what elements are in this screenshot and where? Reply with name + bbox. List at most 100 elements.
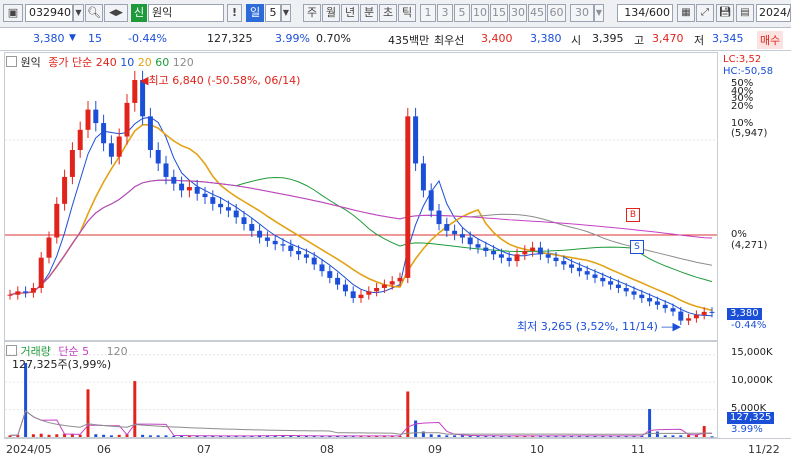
legend-ma-60: 60 (155, 56, 170, 69)
x-label-jun: 06 (97, 443, 111, 456)
candle (210, 190, 216, 211)
period-month-button[interactable]: 월 (322, 4, 340, 22)
display-count-field[interactable]: 134/600 (617, 4, 673, 22)
period-second-button[interactable]: 초 (379, 4, 397, 22)
x-label-oct: 10 (530, 443, 544, 456)
volume-bar (453, 435, 457, 437)
candle (171, 169, 177, 191)
fit-chart-icon[interactable]: ⤢ (696, 4, 714, 22)
candle (576, 262, 582, 277)
hc-label: HC:-50,58 (723, 66, 774, 77)
volume-bar (632, 435, 636, 437)
volume-bar (8, 435, 12, 437)
minute-preset-10[interactable]: 10 (471, 4, 489, 22)
candle-body (693, 314, 699, 319)
candle (569, 258, 575, 274)
candle (233, 203, 239, 224)
volume-bar (172, 435, 176, 437)
candle (662, 300, 668, 313)
minute-preset-1[interactable]: 1 (420, 4, 436, 22)
candle (436, 203, 442, 231)
buy-signal-marker[interactable]: B (626, 208, 640, 222)
calendar-icon[interactable]: ▤ (736, 4, 754, 22)
search-icon[interactable]: 🔍︎ (85, 4, 103, 22)
period-count-input[interactable]: 5 (265, 4, 281, 22)
candle (194, 179, 200, 201)
candle (132, 70, 138, 112)
volume-bar (460, 435, 464, 437)
candle (218, 197, 224, 214)
volume-ma120-line (9, 410, 712, 436)
volume-bar (24, 362, 28, 437)
minute-preset-3[interactable]: 3 (437, 4, 453, 22)
candle-body (249, 224, 255, 231)
display-count[interactable]: 134 (624, 6, 646, 19)
candle (467, 231, 473, 251)
candle (693, 310, 699, 323)
period-day-button[interactable]: 일 (246, 4, 264, 22)
minute-preset-45[interactable]: 45 (528, 4, 546, 22)
candle (288, 239, 294, 257)
axis-10pct: 10% (731, 118, 754, 129)
save-icon[interactable]: 💾︎ (716, 4, 734, 22)
candle (389, 276, 395, 290)
volume-bar (507, 435, 511, 437)
volume-bar (655, 431, 659, 437)
stock-name-field[interactable]: 원익 (148, 4, 224, 22)
price-panel[interactable] (4, 52, 718, 341)
minute-preset-30[interactable]: 30 (509, 4, 527, 22)
sell-signal-marker[interactable]: S (630, 240, 644, 254)
candle (46, 231, 52, 264)
volume-bar (414, 420, 418, 437)
period-tick-button[interactable]: 틱 (398, 4, 416, 22)
candle (62, 169, 68, 211)
candle (608, 276, 614, 290)
tick-value-input[interactable]: 30 (570, 4, 594, 22)
volume-bar (406, 391, 410, 437)
candle (280, 238, 286, 252)
volume-gridlines (5, 354, 717, 411)
candle (623, 282, 629, 297)
minute-preset-15[interactable]: 15 (490, 4, 508, 22)
prev-next-stock-icon[interactable]: ◀▶ (104, 4, 128, 22)
low-label: 저 (694, 34, 705, 47)
candle-body (132, 80, 138, 103)
chart-settings-icon[interactable]: ▦ (677, 4, 695, 22)
candle-body (7, 294, 13, 296)
candle-body (93, 109, 99, 124)
stock-code-input[interactable]: 032940 (25, 4, 73, 22)
candle-body (592, 274, 598, 278)
period-year-button[interactable]: 년 (341, 4, 359, 22)
candle-body (327, 271, 333, 278)
axis-0pct-price: (4,271) (731, 240, 768, 251)
buy-button[interactable]: 매수 (757, 31, 784, 49)
volume-bar (78, 434, 82, 437)
candle (405, 107, 411, 284)
candle-body (467, 237, 473, 245)
legend-toggle-icon[interactable] (6, 56, 17, 67)
volume-bar (671, 435, 675, 437)
candle (444, 217, 450, 237)
period-minute-button[interactable]: 분 (360, 4, 378, 22)
minute-preset-60[interactable]: 60 (547, 4, 566, 22)
tick-dropdown-icon[interactable]: ▼ (594, 4, 604, 22)
volume-panel[interactable] (4, 341, 718, 438)
volume-bar (125, 434, 129, 437)
candle (296, 245, 302, 261)
candle (397, 272, 403, 287)
candle (272, 234, 278, 251)
alert-button[interactable]: ! (227, 4, 242, 22)
volume-bar (375, 435, 379, 437)
period-count-dropdown-icon[interactable]: ▼ (281, 4, 291, 22)
minute-preset-5[interactable]: 5 (454, 4, 470, 22)
code-dropdown-icon[interactable]: ▼ (73, 4, 84, 22)
volume-bar (445, 435, 449, 437)
candle-body (101, 123, 107, 144)
candle-body (530, 247, 536, 251)
candle-body (272, 240, 278, 245)
volume-legend-toggle-icon[interactable] (6, 345, 17, 356)
period-week-button[interactable]: 주 (303, 4, 321, 22)
window-menu-icon[interactable]: ▣ (3, 4, 23, 22)
candle (452, 224, 458, 241)
